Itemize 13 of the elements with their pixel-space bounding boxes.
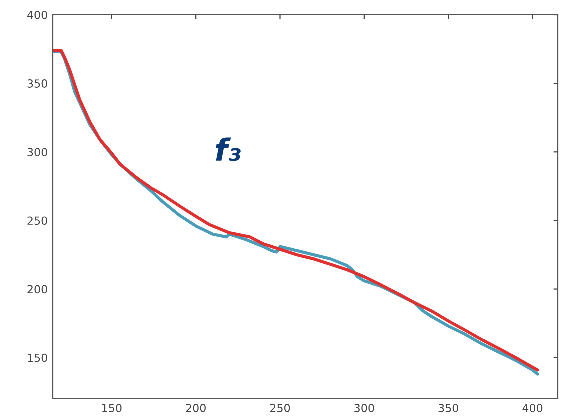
- x-tick-label: 350: [438, 404, 458, 412]
- y-tick-label: 250: [28, 216, 48, 226]
- x-tick-label: 400: [522, 404, 543, 412]
- y-tick-label: 150: [28, 354, 48, 362]
- x-tick-label: 300: [354, 404, 374, 412]
- x-tick-label: 150: [102, 404, 122, 412]
- y-tick-label: 350: [28, 80, 48, 88]
- x-tick-label: 250: [270, 404, 290, 412]
- x-tick-label: 200: [186, 404, 206, 412]
- y-tick-label: 400: [27, 10, 48, 20]
- y-tick-label: 200: [28, 285, 48, 294]
- y-tick-label: 300: [28, 148, 48, 157]
- annotation: f₃: [216, 138, 241, 162]
